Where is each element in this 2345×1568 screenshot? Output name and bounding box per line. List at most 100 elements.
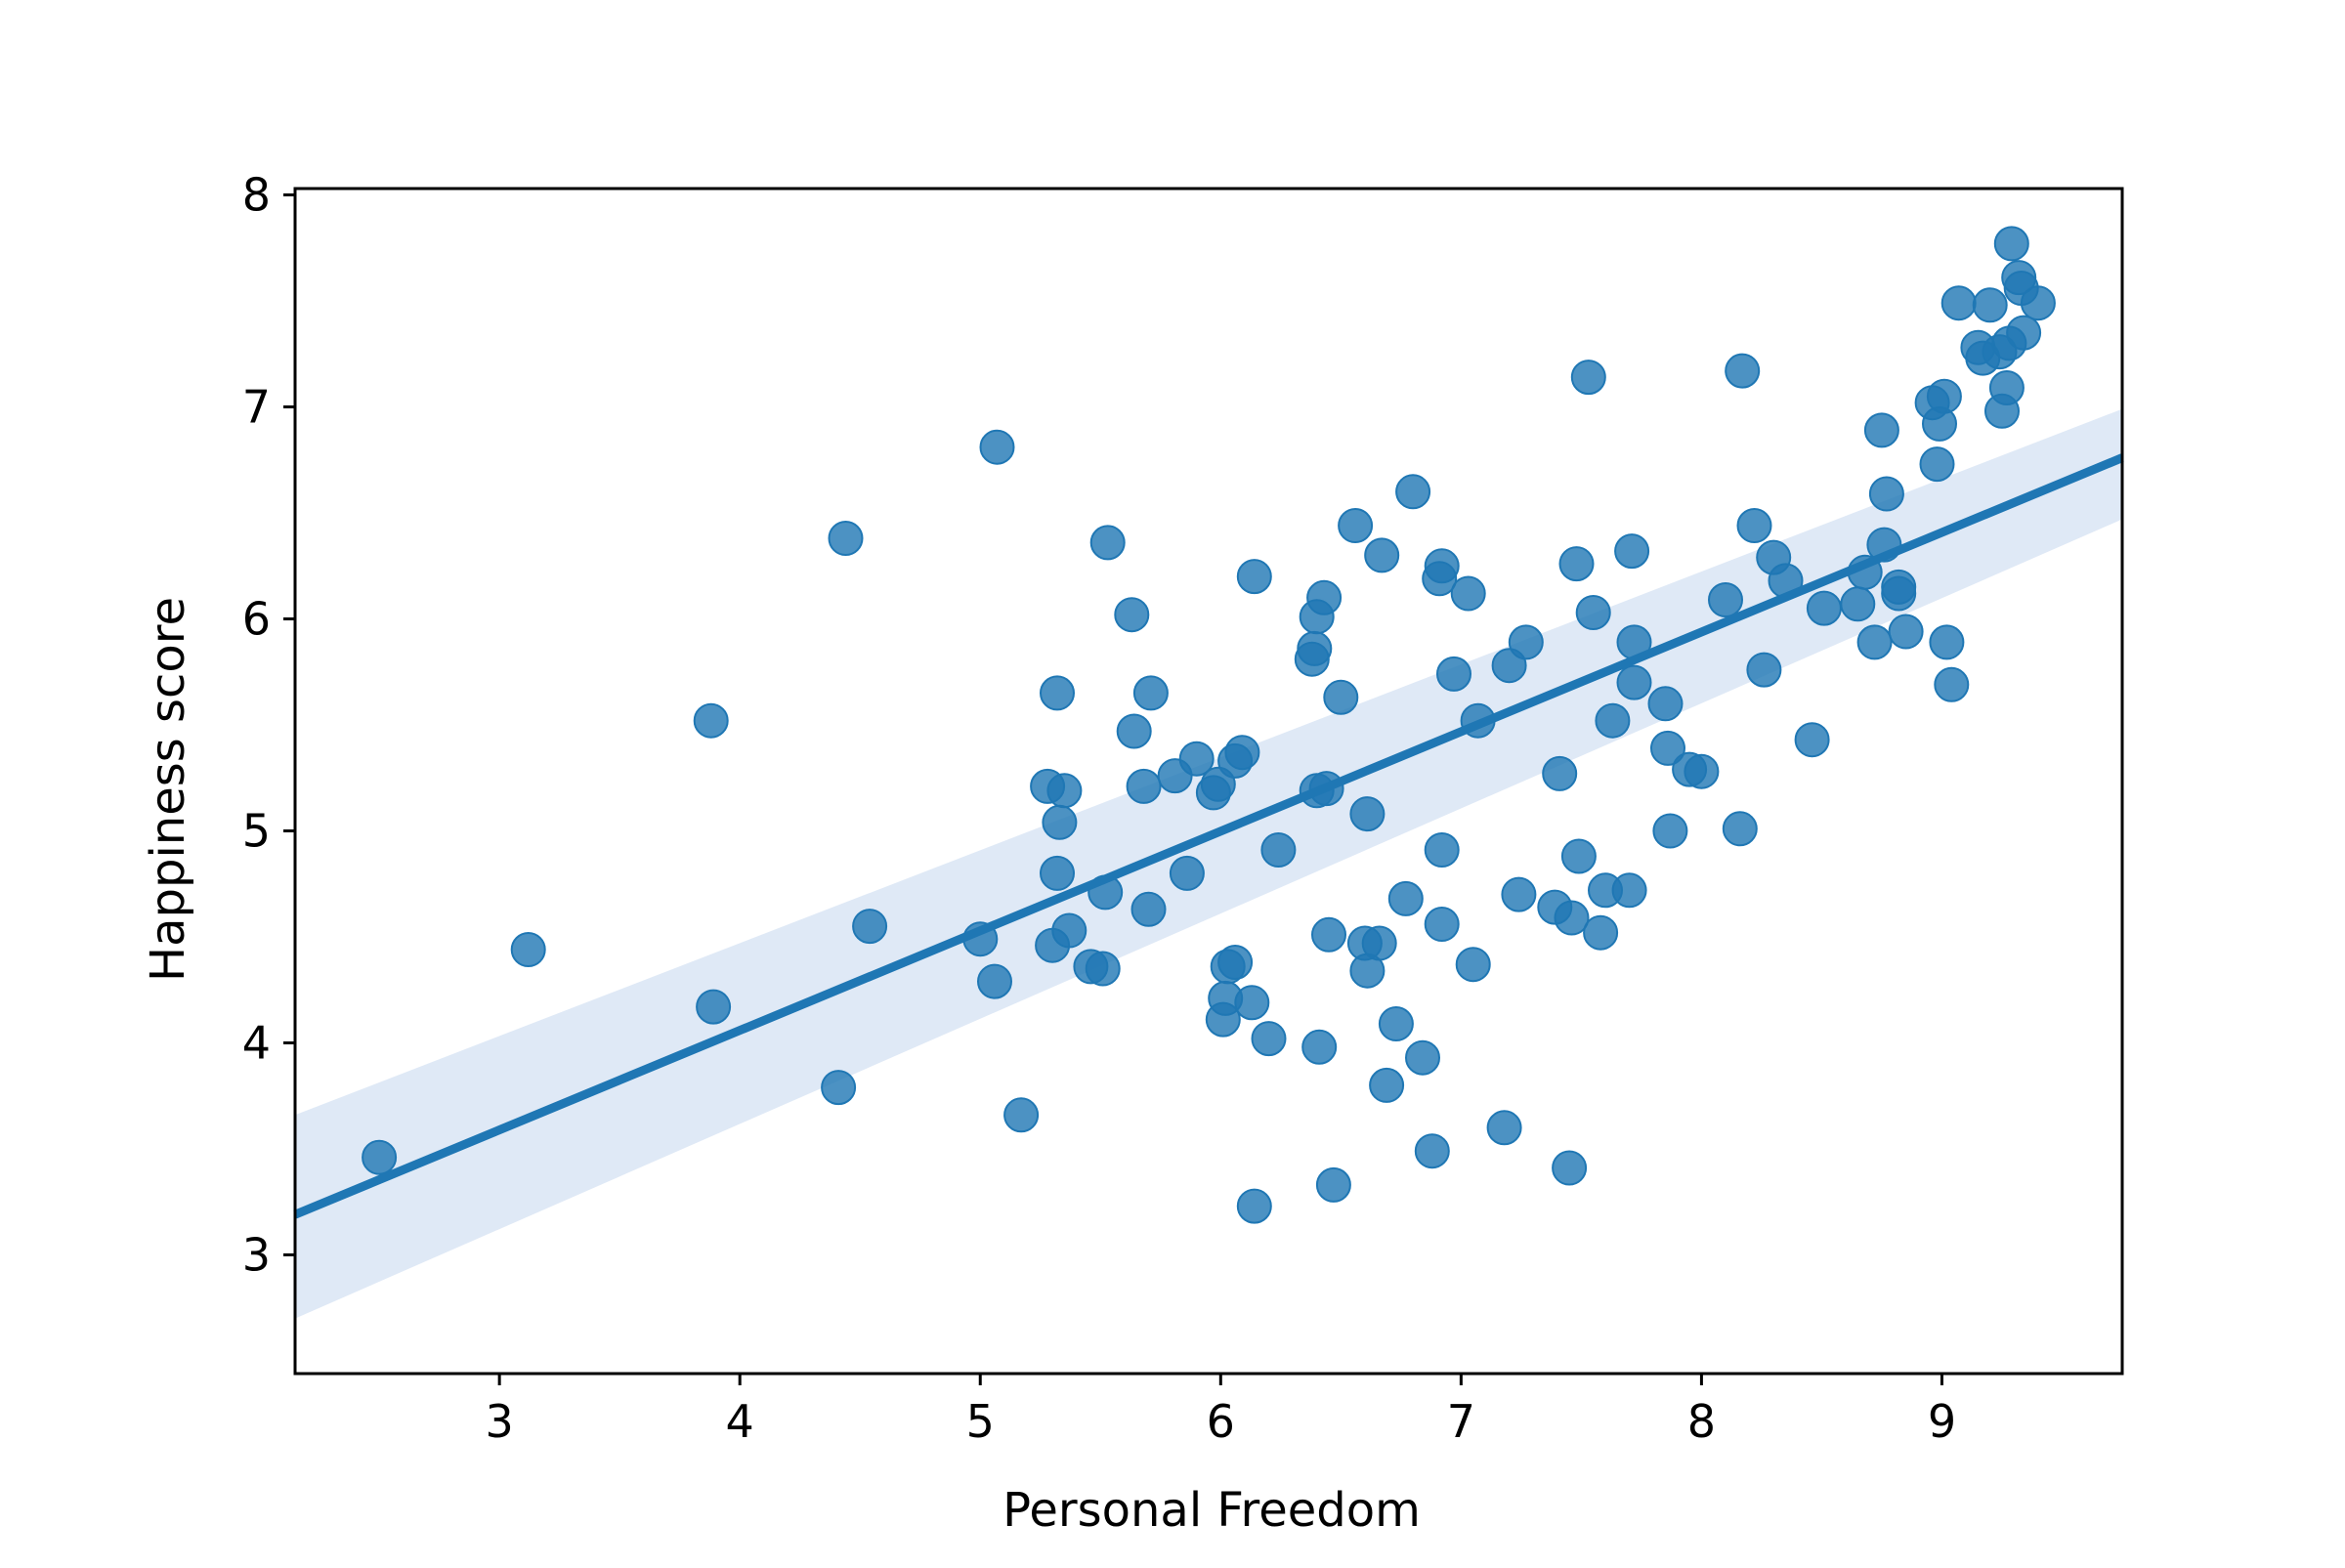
x-tick-label: 5 (966, 1395, 995, 1448)
data-point (1988, 370, 2025, 405)
data-point (1169, 855, 1205, 891)
data-point (1378, 1006, 1414, 1041)
data-point (1840, 586, 1876, 622)
y-tick-label: 4 (242, 1016, 271, 1069)
data-point (1926, 378, 1962, 414)
data-point (1888, 614, 1924, 650)
data-point (1116, 713, 1152, 749)
confidence-band (295, 408, 2122, 1319)
data-point (1614, 533, 1650, 570)
data-point (1863, 412, 1899, 448)
confidence-band-layer (295, 408, 2122, 1319)
y-axis-label: Happiness score (141, 597, 195, 982)
data-point (1349, 796, 1386, 832)
data-point (2020, 285, 2056, 321)
data-point (2006, 315, 2042, 351)
data-point (1575, 595, 1611, 630)
data-point (1746, 652, 1782, 688)
data-point (1868, 476, 1904, 512)
data-point (1558, 546, 1595, 582)
data-point (1338, 508, 1374, 543)
x-tick-label: 3 (486, 1395, 514, 1448)
data-point (1554, 900, 1590, 936)
y-tick-label: 6 (242, 592, 271, 645)
data-point (979, 429, 1015, 465)
x-tick-label: 8 (1687, 1395, 1716, 1448)
data-point (1424, 907, 1460, 942)
data-point (1650, 730, 1685, 766)
data-point (1315, 1166, 1351, 1203)
data-point (977, 963, 1012, 999)
data-point (1725, 353, 1761, 389)
data-point (1611, 872, 1647, 909)
data-point (1508, 624, 1544, 660)
data-point (1306, 579, 1343, 615)
data-point (1424, 832, 1460, 868)
data-point (693, 702, 729, 739)
data-point (1395, 474, 1431, 510)
data-point (1234, 985, 1270, 1021)
data-point (1311, 916, 1346, 953)
y-tick-label: 8 (242, 169, 271, 222)
data-point (1934, 666, 1970, 702)
data-point (1794, 722, 1830, 758)
data-point (1486, 1110, 1522, 1146)
data-point (1542, 755, 1578, 791)
data-point (1046, 773, 1083, 809)
x-tick-label: 4 (726, 1395, 754, 1448)
data-point (1652, 813, 1688, 849)
data-point (1501, 876, 1537, 912)
data-point (1856, 624, 1893, 660)
data-point (1126, 768, 1162, 804)
plot-frame (293, 187, 2124, 1376)
data-point (1301, 1029, 1338, 1065)
data-point (1560, 838, 1597, 874)
data-point (1236, 1188, 1272, 1224)
data-point (1929, 624, 1965, 660)
regression-line-layer (293, 453, 2124, 1219)
data-point (828, 521, 864, 556)
data-point (1940, 285, 1977, 321)
data-point (1455, 947, 1491, 983)
data-point (362, 1139, 398, 1175)
data-point (1993, 226, 2029, 262)
y-tick-label: 3 (242, 1228, 271, 1281)
data-point (1323, 679, 1359, 715)
data-point (1919, 446, 1955, 483)
data-point (1616, 664, 1652, 700)
data-point (1361, 925, 1397, 961)
data-point (1040, 855, 1075, 891)
data-point (1040, 675, 1075, 711)
x-tick-label: 9 (1928, 1395, 1956, 1448)
x-axis-label: Personal Freedom (1002, 1483, 1421, 1538)
data-point (1881, 569, 1917, 605)
data-point (1570, 360, 1606, 396)
data-point (1130, 891, 1167, 927)
data-point (1414, 1133, 1450, 1169)
data-point (1722, 811, 1758, 847)
data-point (1708, 582, 1743, 617)
data-point (1051, 912, 1087, 949)
data-point (1042, 804, 1078, 840)
data-point (1806, 590, 1842, 626)
y-tick-label: 5 (242, 804, 271, 857)
x-tick-label: 6 (1207, 1395, 1235, 1448)
y-tick-label: 7 (242, 381, 271, 434)
data-point (1003, 1097, 1040, 1133)
data-point (1085, 951, 1121, 987)
data-point (1224, 735, 1260, 771)
x-tick-label: 7 (1447, 1395, 1475, 1448)
points-layer (362, 226, 2056, 1224)
data-point (1583, 914, 1619, 951)
data-point (1450, 575, 1486, 612)
data-point (1552, 1150, 1588, 1186)
data-point (1424, 548, 1460, 584)
data-point (1236, 559, 1272, 595)
data-point (1297, 630, 1333, 666)
data-point (1387, 880, 1424, 916)
data-point (1972, 287, 2008, 323)
data-point (1114, 597, 1150, 633)
data-point (852, 909, 888, 945)
